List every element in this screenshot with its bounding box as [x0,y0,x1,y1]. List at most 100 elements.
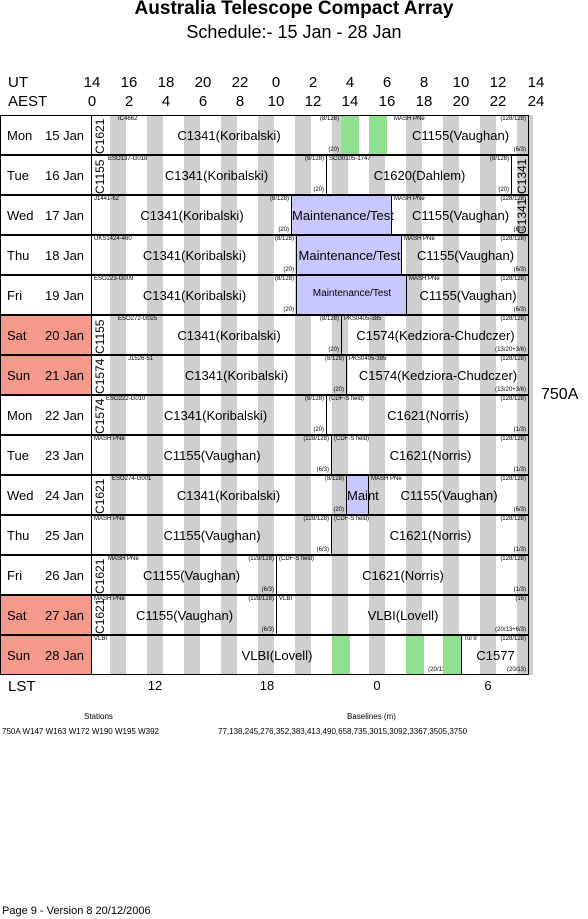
aest-tick: 22 [489,93,507,110]
freq-note: (128/128) [500,316,526,322]
schedule-block[interactable]: C1620(Dahlem) SCG0105-1747 (8/128) (20) [327,156,512,194]
green-marker [369,116,387,154]
band-note: (6/3) [513,267,526,273]
band-note: (20/13) [506,667,526,673]
aest-tick: 0 [87,93,97,110]
aest-tick: 4 [161,93,171,110]
schedule-block[interactable]: C1577 Tol 9 (128/128) (20/13) [462,636,529,674]
schedule-block[interactable]: C1621(Norris) (CDF-S field) (128/128) (1/3) [277,556,529,594]
project-name: C1577 [476,648,515,663]
project-name: C1574(Kedziora-Chudczer) [356,328,515,343]
source-name: (CDF-S field) [334,436,370,442]
project-name: C1620(Dahlem) [373,168,466,183]
schedule-block[interactable]: C1341(Koribalski) ESO272-G025 (8/128) (20) [116,316,342,354]
band-note: (20/13+6/3) [495,627,526,633]
project-name: C1341(Koribalski) [177,128,281,143]
page-subtitle: Schedule:- 15 Jan - 28 Jan [186,22,402,42]
project-name: Maintenance/Test [312,288,392,299]
project-name: C1341(Koribalski) [163,408,268,423]
schedule-block[interactable]: C1341(Koribalski) ESO137-G018 (8/128) (20) [106,156,327,194]
project-name: C1155(Vaughan) [419,288,517,303]
schedule-block[interactable]: C1621(Norris) (CDF-S field) (128/128) (1/3) [332,516,529,554]
vertical-project-label: C1621 [93,478,107,514]
schedule-block[interactable]: Maintenance/Test [292,196,394,234]
schedule-block[interactable]: C1155(Vaughan) MASH PNe (128/128) (6/3) [407,276,529,314]
band-note: (6/3) [316,467,329,473]
schedule-block[interactable]: Maintenance/Test [297,236,402,274]
stations-list: 750A W147 W163 W172 W190 W195 W392 [2,727,159,736]
project-name: C1155(Vaughan) [163,448,261,463]
baselines-list: 77,138,245,276,352,383,413,490,658,735,3… [218,727,468,736]
project-name: C1155(Vaughan) [416,248,515,263]
band-note: (6/3) [513,147,526,153]
schedule-block[interactable]: C1155(Vaughan) MASH PNe (128/128) (6/3) [392,196,529,234]
schedule-block[interactable]: Maint [347,476,379,514]
aest-tick: 6 [198,93,208,110]
freq-note: (8/128) [324,476,344,482]
aest-tick: 16 [378,93,396,110]
freq-note: (128/128) [500,276,526,282]
ut-tick: 2 [308,74,318,91]
day-of-week: Thu [7,247,30,263]
source-name: (CDF-S field) [279,556,315,562]
day-label: Mon 15 Jan [0,115,92,155]
freq-note: (128/128) [248,596,274,602]
source-name: MASH PNe [394,116,425,122]
band-note: (20) [313,427,324,433]
schedule-block[interactable]: C1155(Vaughan) MASH PNe (128/128) (6/3) [92,436,332,474]
project-name: C1341(Koribalski) [142,288,247,303]
band-note: (13/20+3/6) [495,387,526,393]
schedule-block[interactable]: C1341(Koribalski) J1526-51 (8/128) (20) [126,356,347,394]
ut-tick: 14 [83,74,101,91]
schedule-block[interactable]: C1155(Vaughan) MASH PNe (128/128) (6/3) [92,596,277,634]
stations-label: Stations [84,712,113,721]
day-of-week: Tue [7,447,29,463]
band-note: (20) [333,507,344,513]
source-name: MASH PNe [94,516,125,522]
schedule-block[interactable]: C1155(Vaughan) MASH PNe (128/128) (6/3) [392,116,529,154]
schedule-block[interactable]: C1155(Vaughan) MASH PNe (128/128) (6/3) [106,556,277,594]
day-label: Sun 21 Jan [0,355,92,395]
freq-note: (8/128) [319,116,339,122]
ut-tick: 8 [419,74,429,91]
schedule-block[interactable]: C1341(Koribalski) ESO222-G010 (8/128) (20) [104,396,327,434]
schedule-row: C1155(Vaughan) MASH PNe (128/128) (6/3) VLBI… [92,595,529,635]
aest-label: AEST [8,93,48,110]
schedule-block[interactable]: C1574(Kedziora-Chudczer) PKS0405-385 (128/… [342,316,529,354]
schedule-block[interactable]: C1341(Koribalski) ESO274-G001 (8/128) (20) [110,476,347,514]
freq-note: (128/128) [500,116,526,122]
vertical-project-label: C1155 [93,319,107,354]
freq-note: (8/128) [319,316,339,322]
schedule-block[interactable]: C1155(Vaughan) MASH PNe (128/128) (6/3) [92,516,332,554]
schedule-block[interactable]: Maintenance/Test [297,276,407,314]
schedule-block[interactable]: C1574(Kedziora-Chudczer) PKS0405-385 (128/… [347,356,529,394]
schedule-block[interactable]: C1621(Norris) (CDF-S field) (128/128) (1/3) [327,396,529,434]
schedule-block[interactable]: C1341(Koribalski) UKS1424-460 (8/128) (20) [92,236,297,274]
project-name: C1341(Koribalski) [176,488,281,503]
schedule-block[interactable]: C1155(Vaughan) MASH PNe (128/128) (6/3) [402,236,529,274]
schedule-block[interactable]: C1341(Koribalski) J1441-62 (8/128) (20) [92,196,292,234]
green-marker [332,636,350,674]
schedule-block[interactable]: C1341(Koribalski) IC4662 (8/128) (20) [116,116,342,154]
schedule-row: C1155(Vaughan) MASH PNe (128/128) (6/3) C162… [92,435,529,475]
schedule-block[interactable]: VLBI(Lovell) VLBI (16) (20/13+6/3) [277,596,529,634]
day-of-week: Sun [7,647,31,663]
band-note: (20) [333,387,344,393]
schedule-block[interactable]: C1155(Vaughan) MASH PNe (128/128) (6/3) [369,476,529,514]
band-note: (20) [498,187,509,193]
project-name: C1155(Vaughan) [142,568,241,583]
schedule-block[interactable]: C1341(Koribalski) ESO223-G009 (8/128) (20) [92,276,297,314]
source-name: J1441-62 [94,196,120,202]
day-label: Sat 20 Jan [0,315,92,355]
day-date: 19 Jan [45,287,85,303]
schedule-row: C1341(Koribalski) IC4662 (8/128) (20) C1155(… [92,115,529,155]
project-name: C1621(Norris) [362,568,444,583]
band-note: (6/3) [261,627,274,633]
project-name: C1621(Norris) [389,528,472,543]
schedule-block[interactable]: C1621(Norris) (CDF-S field) (128/128) (1/3) [332,436,529,474]
source-name: MASH PNe [394,196,425,202]
lst-tick: 12 [147,678,163,693]
freq-note: (8/128) [489,156,509,162]
aest-tick: 24 [527,93,545,110]
band-note: (20) [283,267,294,273]
